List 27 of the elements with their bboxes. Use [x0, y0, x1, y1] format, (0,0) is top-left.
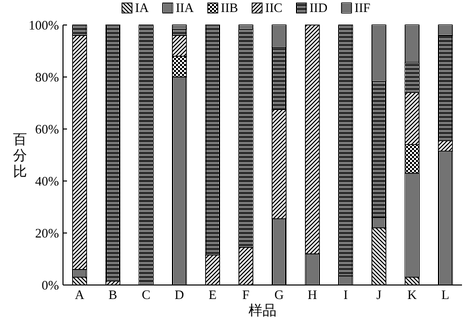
legend-label: IID	[309, 0, 328, 15]
x-tick-label: D	[174, 287, 184, 302]
x-tick-label: L	[441, 287, 450, 302]
bar	[105, 24, 120, 282]
x-tick-label: F	[242, 287, 250, 302]
y-axis-title: 百分比	[13, 132, 27, 180]
y-tick-label: 60%	[35, 122, 60, 136]
x-tick-label: B	[108, 287, 118, 302]
x-tick-label: J	[376, 287, 382, 302]
legend-label: IIA	[176, 0, 194, 15]
x-tick-label: E	[208, 287, 217, 302]
x-tick-label: C	[142, 287, 150, 302]
y-tick-label: 100%	[28, 18, 60, 32]
y-tick-label: 20%	[35, 226, 60, 240]
x-tick-label: A	[74, 287, 85, 302]
x-tick-label: K	[407, 287, 418, 302]
legend-label: IIF	[354, 0, 370, 15]
x-tick-label: G	[274, 287, 284, 302]
legend-label: IA	[135, 0, 150, 15]
x-axis-title: 样品	[248, 303, 276, 319]
y-tick-label: 80%	[35, 70, 60, 84]
legend-label: IIB	[220, 0, 238, 15]
legend-label: IIC	[265, 0, 282, 15]
x-tick-label: H	[308, 287, 318, 302]
y-tick-label: 0%	[42, 278, 60, 292]
y-tick-label: 40%	[35, 174, 60, 188]
x-tick-label: I	[343, 287, 348, 302]
